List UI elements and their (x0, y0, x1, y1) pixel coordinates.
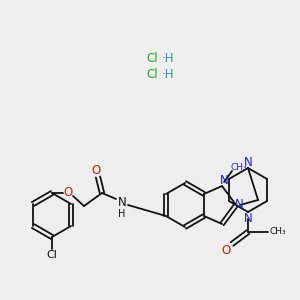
Text: Cl: Cl (46, 250, 57, 260)
Text: H: H (118, 209, 126, 219)
Text: N: N (220, 173, 228, 187)
Text: N: N (235, 199, 243, 212)
Text: Cl: Cl (146, 68, 158, 82)
Text: ·H: ·H (162, 68, 174, 82)
Text: O: O (92, 164, 100, 178)
Text: CH₃: CH₃ (231, 164, 248, 172)
Text: N: N (244, 155, 252, 169)
Text: N: N (244, 212, 252, 226)
Text: Cl: Cl (146, 52, 158, 64)
Text: N: N (118, 196, 126, 209)
Text: CH₃: CH₃ (270, 227, 286, 236)
Text: ·H: ·H (162, 52, 174, 64)
Text: O: O (221, 244, 231, 256)
Text: O: O (63, 187, 73, 200)
